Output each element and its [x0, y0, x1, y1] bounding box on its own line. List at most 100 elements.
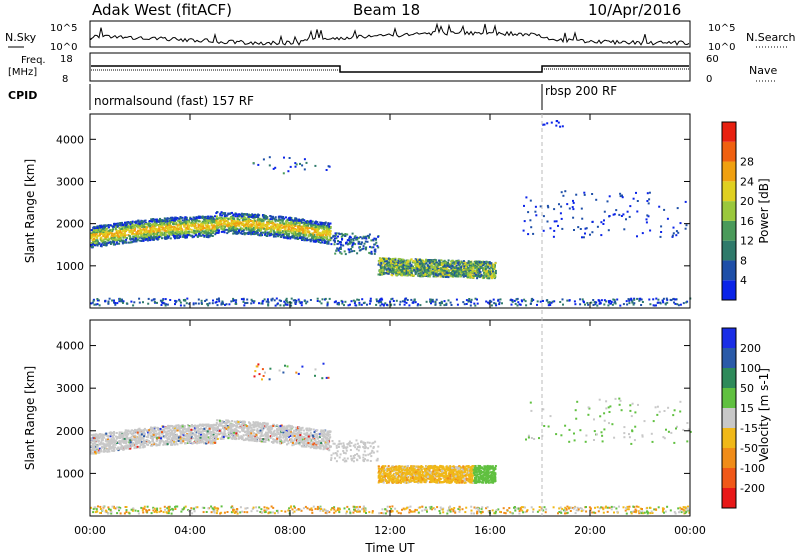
data-cell [100, 232, 103, 235]
data-cell [405, 301, 408, 304]
data-cell [95, 303, 98, 306]
data-cell [262, 222, 265, 225]
data-cell [91, 233, 94, 236]
data-cell [219, 221, 222, 224]
data-cell [325, 236, 328, 239]
nave-tick-low: 0 [706, 74, 712, 85]
data-cell [97, 299, 100, 302]
station-title: Adak West (fitACF) [92, 1, 232, 19]
data-cell [387, 269, 390, 272]
data-cell [596, 304, 599, 307]
data-cell [225, 219, 228, 222]
data-cell [455, 266, 458, 269]
data-cell [153, 298, 156, 301]
data-cell [561, 227, 564, 230]
data-cell [139, 236, 142, 239]
data-cell [239, 226, 242, 229]
data-cell [607, 304, 610, 307]
data-cell [560, 217, 563, 220]
data-cell [107, 239, 109, 242]
data-cell [238, 222, 241, 225]
data-cell [251, 228, 254, 231]
data-cell [112, 235, 115, 238]
data-cell [357, 242, 360, 245]
data-cell [317, 236, 320, 239]
power-frame [89, 113, 691, 309]
data-cell [166, 303, 169, 306]
data-cell [285, 234, 288, 237]
data-cell [534, 205, 537, 208]
data-cell [451, 270, 454, 273]
data-cell [490, 262, 493, 265]
data-cell [434, 273, 437, 276]
data-cell [425, 262, 428, 265]
data-cell [455, 273, 457, 276]
data-cell [257, 217, 260, 220]
data-cell [391, 272, 394, 275]
data-cell [159, 223, 162, 226]
data-cell [603, 299, 606, 302]
data-cell [302, 230, 305, 232]
data-cell [228, 212, 231, 215]
data-cell [108, 297, 111, 300]
data-cell [421, 267, 424, 270]
data-cell [226, 225, 229, 228]
data-cell [253, 226, 255, 229]
data-cell [584, 232, 586, 235]
data-cell [205, 229, 208, 232]
data-cell [169, 216, 172, 219]
data-cell [324, 234, 327, 237]
data-cell [495, 304, 498, 307]
data-cell [199, 231, 202, 234]
data-cell [432, 275, 435, 278]
data-cell [176, 224, 179, 227]
data-cell [215, 228, 218, 231]
data-cell [491, 267, 494, 270]
data-cell [170, 224, 172, 227]
data-cell [133, 229, 136, 232]
data-cell [332, 235, 335, 238]
data-cell [573, 229, 575, 231]
data-cell [337, 232, 340, 235]
data-cell [487, 272, 490, 275]
data-cell [621, 194, 623, 197]
data-cell [510, 303, 513, 306]
date-title: 10/Apr/2016 [588, 1, 681, 19]
data-cell [107, 231, 110, 234]
data-cell [235, 299, 238, 302]
data-cell [467, 260, 470, 263]
data-cell [320, 238, 323, 241]
data-cell [207, 229, 210, 232]
data-cell [262, 216, 265, 219]
data-cell [447, 276, 450, 279]
data-cell [428, 266, 431, 268]
data-cell [179, 228, 182, 231]
data-cell [130, 225, 133, 228]
data-cell [112, 225, 115, 228]
data-cell [555, 124, 558, 127]
data-cell [519, 303, 522, 306]
data-cell [476, 277, 479, 280]
data-cell [473, 302, 476, 305]
data-cell [296, 226, 299, 229]
data-cell [191, 231, 194, 234]
data-cell [391, 267, 394, 270]
data-cell [463, 303, 466, 306]
data-cell [180, 232, 183, 235]
data-cell [155, 237, 158, 240]
data-cell [602, 223, 605, 225]
data-cell [250, 224, 253, 227]
data-cell [197, 220, 200, 223]
data-cell [259, 222, 262, 225]
data-cell [319, 239, 322, 241]
data-cell [236, 217, 239, 220]
data-cell [370, 239, 373, 242]
data-cell [253, 218, 256, 221]
data-cell [450, 267, 453, 270]
data-cell [149, 239, 152, 242]
data-cell [319, 221, 322, 224]
data-cell [206, 221, 209, 224]
data-cell [353, 250, 356, 252]
data-cell [231, 211, 233, 214]
data-cell [103, 238, 106, 241]
